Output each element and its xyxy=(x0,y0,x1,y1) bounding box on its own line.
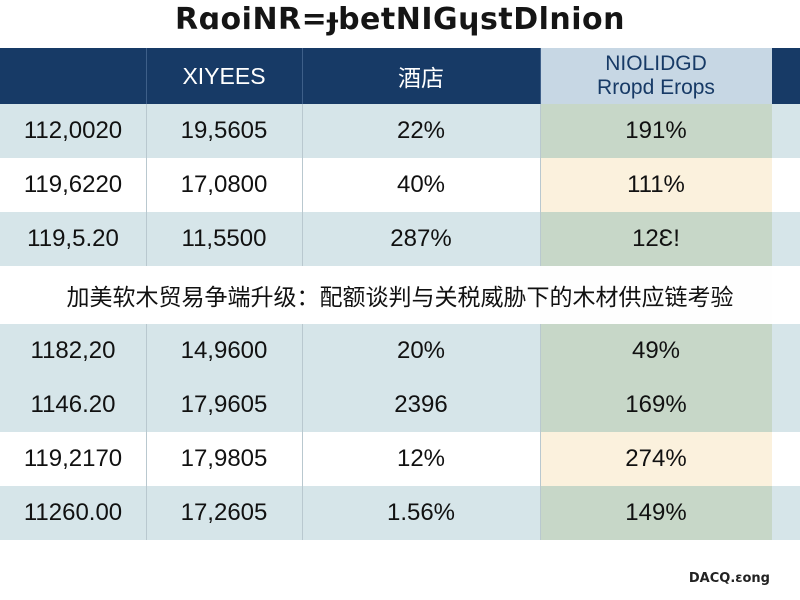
table-cell: 1182,20 xyxy=(30,337,116,364)
table-cell: 12% xyxy=(396,445,446,472)
table-cell: 22% xyxy=(396,117,446,144)
table-row: 112,0020 19,5605 22% 191% xyxy=(0,104,800,158)
table-cell: 17,9805 xyxy=(180,445,268,472)
table-row: 119,2170 17,9805 12% 274% xyxy=(0,432,800,486)
table-cell: 40% xyxy=(396,171,446,198)
caption-overlay: 加美软木贸易争端升级：配额谈判与关税威胁下的木材供应链考验 xyxy=(0,266,800,324)
header-cell-3-line1: NIOLIDGD xyxy=(605,52,707,75)
table-cell: 111% xyxy=(540,158,772,212)
table-cell: 14,9600 xyxy=(180,337,268,364)
table-cell: 11,5500 xyxy=(181,225,267,252)
table-cell: 12Ɛ! xyxy=(540,212,772,266)
table-header-row: XIYEES 酒店 NIOLIDGD Rropd Erops xyxy=(0,48,800,104)
table-cell: 274% xyxy=(540,432,772,486)
table-row: 1146.20 17,9605 2396 169% xyxy=(0,378,800,432)
table-cell: 1.56% xyxy=(386,499,456,526)
table-cell: 169% xyxy=(540,378,772,432)
table-cell: 49% xyxy=(540,324,772,378)
table-row: 11260.00 17,2605 1.56% 149% xyxy=(0,486,800,540)
table-cell: 17,0800 xyxy=(180,171,268,198)
table-row: 119,5.20 11,5500 287% 12Ɛ! xyxy=(0,212,800,266)
header-cell-3: NIOLIDGD Rropd Erops xyxy=(540,48,772,104)
header-cell-0 xyxy=(0,48,146,104)
table-cell: 17,9605 xyxy=(180,391,268,418)
table-cell: 2396 xyxy=(394,391,448,418)
header-cell-3-line2: Rropd Erops xyxy=(597,76,715,99)
table-cell: 11260.00 xyxy=(23,499,123,526)
table-cell: 17,2605 xyxy=(180,499,268,526)
table-cell: 112,0020 xyxy=(23,117,123,144)
header-cell-2: 酒店 xyxy=(398,65,444,91)
table-cell: 1146.20 xyxy=(30,391,116,418)
footer-watermark: DACQ.ɛong xyxy=(688,571,770,586)
table-cell: 119,6220 xyxy=(23,171,123,198)
table-cell: 119,5.20 xyxy=(27,225,119,252)
table-cell: 191% xyxy=(540,104,772,158)
page-title: RɑoiNR=ɟbetNIGɥstDlnion xyxy=(174,2,625,37)
table-row: 119,6220 17,0800 40% 111% xyxy=(0,158,800,212)
table-cell: 287% xyxy=(390,225,452,252)
table-row: 1182,20 14,9600 20% 49% xyxy=(0,324,800,378)
table-cell: 20% xyxy=(396,337,446,364)
table-cell: 149% xyxy=(540,486,772,540)
table-cell: 19,5605 xyxy=(180,117,268,144)
header-cell-1: XIYEES xyxy=(182,62,266,89)
table-cell: 119,2170 xyxy=(23,445,123,472)
